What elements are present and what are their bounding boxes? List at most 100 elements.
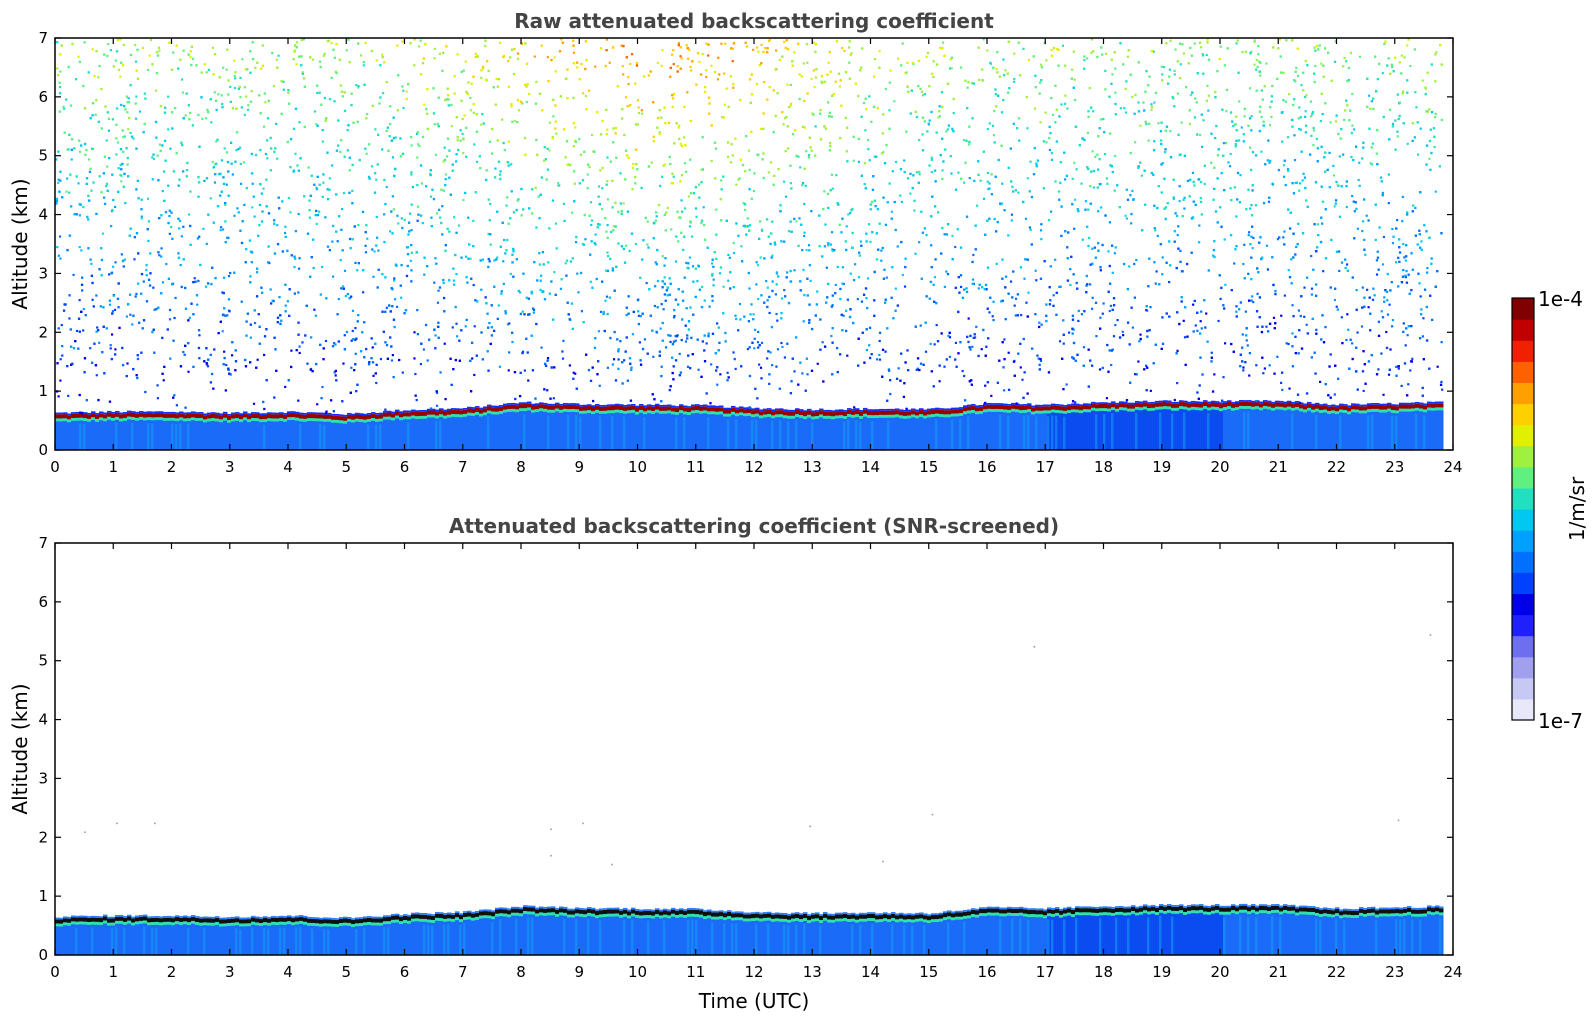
aerosol-layer-edge xyxy=(83,412,88,414)
noise-pixel xyxy=(921,149,925,152)
noise-pixel xyxy=(956,228,959,231)
aerosol-layer-top-band xyxy=(563,404,568,409)
aerosol-layer-column xyxy=(515,411,520,450)
noise-pixel xyxy=(1027,291,1030,294)
noise-pixel xyxy=(1071,332,1074,335)
noise-pixel xyxy=(698,60,701,64)
noise-pixel xyxy=(464,325,467,328)
noise-pixel xyxy=(637,111,641,115)
aerosol-layer-top-band xyxy=(1003,405,1008,410)
aerosol-layer-column xyxy=(95,420,100,450)
aerosol-layer-top-band xyxy=(1063,406,1068,411)
noise-pixel xyxy=(873,155,876,158)
aerosol-layer-column xyxy=(499,412,504,450)
noise-pixel xyxy=(1396,218,1399,222)
noise-pixel xyxy=(738,177,741,180)
noise-pixel xyxy=(210,121,213,124)
aerosol-layer-column xyxy=(919,415,924,450)
noise-pixel xyxy=(1271,182,1274,185)
noise-pixel xyxy=(306,362,309,365)
aerosol-layer-column xyxy=(303,420,308,450)
aerosol-layer-column xyxy=(703,412,708,450)
noise-pixel xyxy=(1172,97,1175,100)
aerosol-layer-transition xyxy=(967,409,972,414)
noise-pixel xyxy=(801,184,804,187)
aerosol-layer-top-band xyxy=(1407,404,1412,409)
aerosol-layer-column xyxy=(1175,409,1180,450)
noise-pixel xyxy=(1297,222,1300,225)
noise-pixel xyxy=(438,52,442,55)
noise-pixel xyxy=(1310,254,1313,258)
noise-pixel xyxy=(1362,389,1365,393)
noise-pixel xyxy=(590,223,593,227)
noise-pixel xyxy=(576,272,579,275)
aerosol-layer-edge xyxy=(983,403,988,406)
noise-pixel xyxy=(1333,298,1337,302)
aerosol-layer-top-band xyxy=(99,413,104,418)
noise-pixel xyxy=(298,257,301,260)
noise-pixel xyxy=(982,197,986,200)
aerosol-layer-edge xyxy=(959,407,964,409)
noise-pixel xyxy=(830,334,833,338)
aerosol-layer-edge xyxy=(775,408,780,411)
noise-pixel xyxy=(606,179,609,183)
aerosol-layer-edge xyxy=(739,406,744,409)
aerosol-layer-edge xyxy=(1247,400,1252,402)
aerosol-layer-edge xyxy=(1371,402,1376,405)
noise-pixel xyxy=(1253,39,1256,42)
aerosol-layer-edge xyxy=(1219,402,1224,405)
aerosol-layer-column xyxy=(815,417,820,450)
aerosol-layer-transition xyxy=(355,418,360,422)
aerosol-layer-column xyxy=(1263,407,1268,450)
aerosol-layer-column xyxy=(659,412,664,450)
noise-pixel xyxy=(362,64,365,67)
aerosol-layer-edge xyxy=(1087,403,1092,406)
aerosol-layer-top-band xyxy=(295,413,300,418)
noise-pixel xyxy=(793,269,796,272)
noise-pixel xyxy=(598,384,601,387)
aerosol-layer-edge xyxy=(1147,402,1152,404)
aerosol-layer-top-band xyxy=(619,405,624,411)
aerosol-layer-streak xyxy=(755,419,758,450)
aerosol-layer-transition xyxy=(691,409,696,414)
noise-pixel xyxy=(753,337,756,340)
noise-pixel xyxy=(1213,373,1216,376)
aerosol-layer-edge xyxy=(1267,400,1272,403)
noise-pixel xyxy=(1265,325,1268,328)
aerosol-layer-edge xyxy=(1115,402,1120,405)
noise-pixel xyxy=(1069,283,1072,287)
noise-pixel xyxy=(695,215,698,218)
aerosol-layer-edge xyxy=(403,410,408,413)
noise-pixel xyxy=(573,139,577,142)
noise-pixel xyxy=(659,327,662,330)
noise-pixel xyxy=(975,325,978,328)
noise-pixel xyxy=(977,78,981,82)
noise-pixel xyxy=(1436,365,1439,368)
aerosol-layer-column xyxy=(371,419,376,450)
aerosol-layer-transition xyxy=(307,417,312,421)
noise-pixel xyxy=(77,182,80,185)
aerosol-layer-top-band xyxy=(587,405,592,411)
noise-pixel xyxy=(589,201,593,204)
aerosol-layer-column xyxy=(467,414,472,450)
noise-pixel xyxy=(56,67,59,70)
aerosol-layer-edge xyxy=(423,409,428,412)
noise-pixel xyxy=(376,236,379,239)
aerosol-layer-top-band xyxy=(1227,401,1232,407)
aerosol-layer-transition xyxy=(243,416,248,421)
aerosol-layer-edge xyxy=(1007,404,1012,406)
noise-pixel xyxy=(969,348,972,351)
noise-pixel xyxy=(1026,127,1029,130)
noise-pixel xyxy=(938,115,942,118)
noise-pixel xyxy=(403,218,406,222)
noise-pixel xyxy=(685,261,688,265)
aerosol-layer-edge xyxy=(347,412,352,415)
noise-pixel xyxy=(319,60,322,63)
aerosol-layer-column xyxy=(799,416,804,450)
aerosol-layer-top-band xyxy=(423,411,428,416)
noise-pixel xyxy=(144,390,147,394)
noise-pixel xyxy=(1095,335,1098,338)
aerosol-layer-top-band xyxy=(607,406,612,411)
aerosol-layer-top-band xyxy=(835,411,840,416)
aerosol-layer-column xyxy=(731,413,736,450)
